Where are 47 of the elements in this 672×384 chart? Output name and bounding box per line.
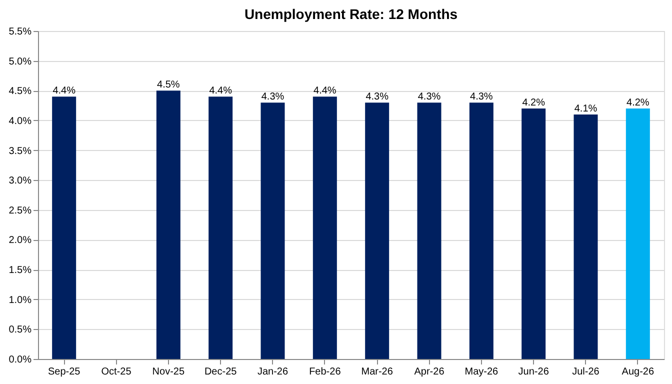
x-tick-label: Oct-25 <box>101 366 132 378</box>
bar <box>522 108 546 359</box>
x-tick-label: Nov-25 <box>152 366 185 378</box>
x-tick-label: Jun-26 <box>518 366 550 378</box>
y-tick-label: 5.5% <box>8 26 32 38</box>
x-tick-label: Dec-25 <box>204 366 238 378</box>
y-tick-label: 2.0% <box>8 235 32 246</box>
y-tick-label: 4.0% <box>8 116 32 127</box>
x-tick-label: Jul-26 <box>572 366 600 378</box>
y-tick-label: 1.0% <box>8 294 32 306</box>
data-label: 4.1% <box>574 103 598 114</box>
x-tick-label: Feb-26 <box>309 366 342 378</box>
data-label: 4.4% <box>52 86 76 97</box>
bar <box>626 108 650 359</box>
data-label: 4.4% <box>314 86 336 97</box>
bar <box>312 96 337 359</box>
y-tick-label: 0.5% <box>8 324 32 336</box>
x-tick-label: Jan-26 <box>257 366 288 378</box>
x-tick-label: Sep-25 <box>48 366 81 378</box>
data-label: 4.3% <box>470 92 493 103</box>
y-tick-label: 2.5% <box>8 205 32 216</box>
bar <box>469 102 494 359</box>
chart-title: Unemployment Rate: 12 Months <box>244 6 458 22</box>
bar <box>260 102 285 359</box>
y-tick-label: 1.5% <box>8 265 32 276</box>
y-tick-label: 5.0% <box>8 56 32 68</box>
x-tick-label: May-26 <box>464 366 499 378</box>
data-label: 4.5% <box>157 80 180 91</box>
data-label: 4.3% <box>261 92 284 103</box>
data-label: 4.2% <box>626 98 650 109</box>
bar <box>52 96 76 359</box>
x-tick-label: Mar-26 <box>361 366 394 378</box>
bar <box>156 90 180 359</box>
bar <box>365 102 390 359</box>
bar <box>417 102 442 359</box>
y-tick-label: 0.0% <box>8 354 32 366</box>
data-label: 4.3% <box>418 92 441 103</box>
data-label: 4.3% <box>366 92 389 103</box>
y-tick-label: 3.0% <box>8 176 32 187</box>
x-tick-label: Aug-26 <box>622 366 654 378</box>
x-tick-label: Apr-26 <box>414 366 445 378</box>
bar <box>574 114 598 359</box>
y-tick-label: 4.5% <box>8 86 32 98</box>
bar <box>208 96 233 359</box>
data-label: 4.4% <box>209 86 232 97</box>
y-tick-label: 3.5% <box>8 146 32 157</box>
data-label: 4.2% <box>522 98 546 109</box>
